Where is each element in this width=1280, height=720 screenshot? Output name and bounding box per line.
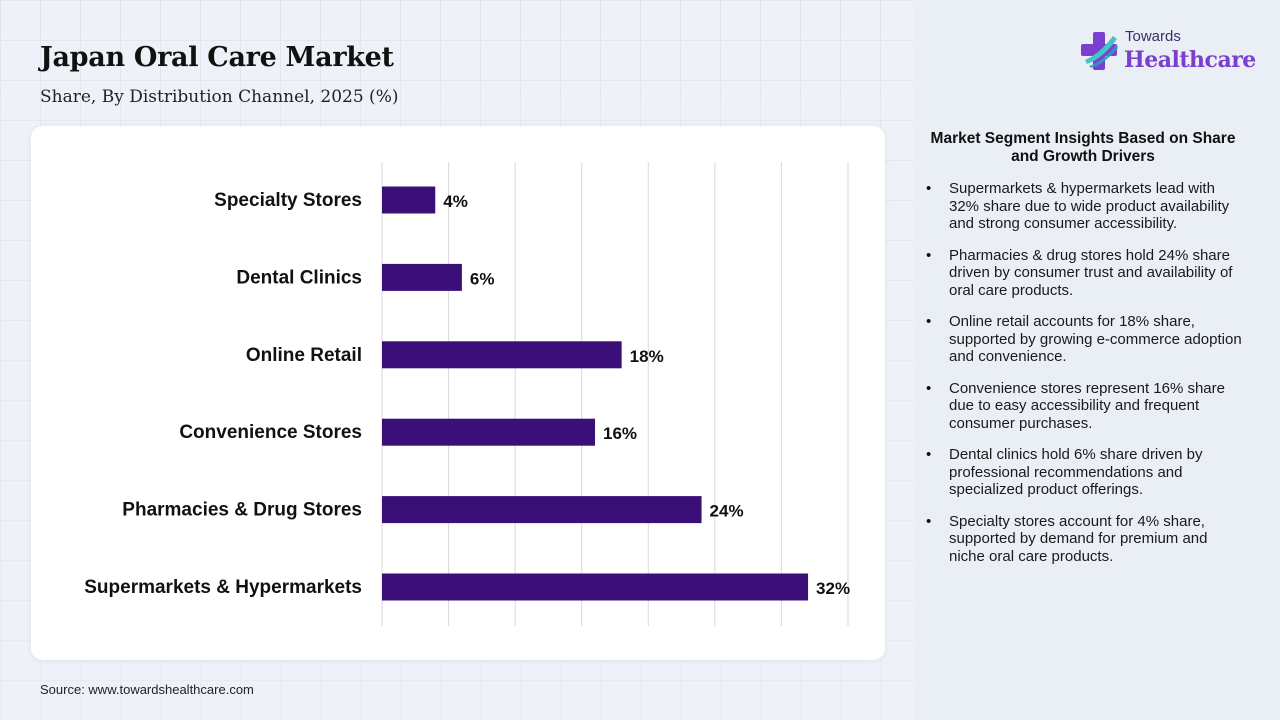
bar — [382, 573, 809, 601]
data-label: 16% — [603, 424, 637, 443]
chart-card: Specialty Stores 4% Dental Clinics 6% Online… — [31, 126, 885, 660]
category-label: Online Retail — [246, 345, 362, 366]
category-label: Dental Clinics — [236, 267, 362, 288]
logo-main-text: Healthcare — [1124, 47, 1256, 73]
page-subtitle: Share, By Distribution Channel, 2025 (%) — [40, 87, 399, 107]
bar — [382, 186, 436, 214]
bar — [382, 341, 622, 369]
data-label: 24% — [710, 502, 744, 521]
insights-list: Supermarkets & hypermarkets lead with 32… — [924, 180, 1244, 579]
logo-top-text: Towards — [1125, 28, 1181, 45]
brand-logo: Towards Healthcare — [1080, 28, 1256, 78]
insight-item: Online retail accounts for 18% share, su… — [924, 313, 1244, 366]
data-label: 32% — [816, 579, 850, 598]
bar — [382, 418, 596, 446]
category-label: Specialty Stores — [214, 190, 362, 211]
data-label: 4% — [443, 192, 468, 211]
insight-item: Pharmacies & drug stores hold 24% share … — [924, 247, 1244, 300]
source-note: Source: www.towardshealthcare.com — [40, 682, 254, 697]
medical-cross-icon — [1081, 32, 1118, 70]
category-label: Supermarkets & Hypermarkets — [84, 577, 362, 598]
insight-item: Specialty stores account for 4% share, s… — [924, 513, 1244, 566]
bar — [382, 496, 702, 524]
insights-title: Market Segment Insights Based on Share a… — [930, 130, 1236, 165]
data-label: 18% — [630, 347, 664, 366]
category-label: Convenience Stores — [179, 422, 362, 443]
category-label: Pharmacies & Drug Stores — [122, 500, 362, 521]
insight-item: Dental clinics hold 6% share driven by p… — [924, 446, 1244, 499]
bar-chart: Specialty Stores 4% Dental Clinics 6% Online… — [84, 162, 850, 626]
insight-item: Convenience stores represent 16% share d… — [924, 380, 1244, 433]
data-label: 6% — [470, 269, 495, 288]
bar — [382, 263, 462, 291]
page-title: Japan Oral Care Market — [40, 42, 394, 73]
insight-item: Supermarkets & hypermarkets lead with 32… — [924, 180, 1244, 233]
